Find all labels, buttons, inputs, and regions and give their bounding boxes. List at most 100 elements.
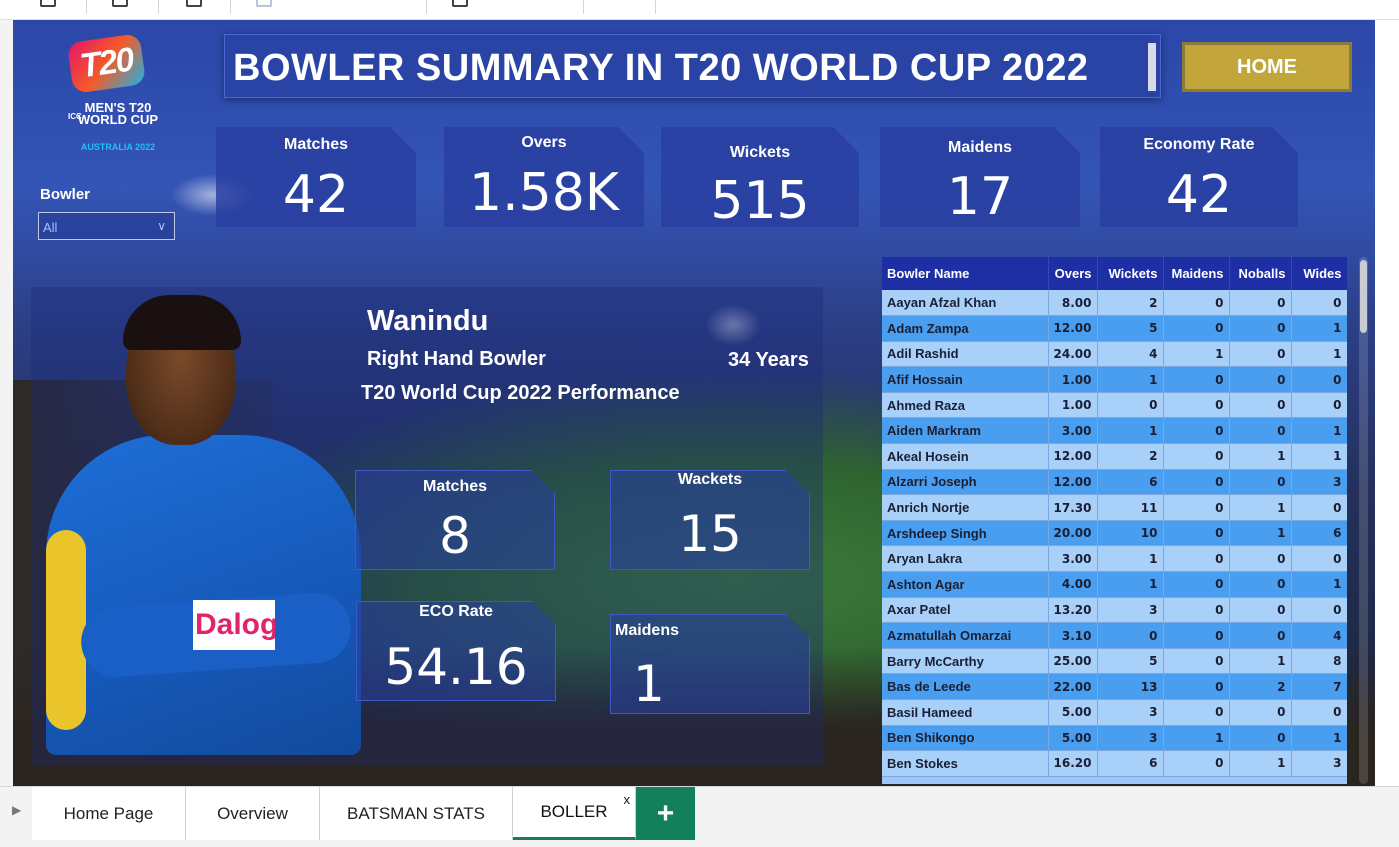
table-cell: Adil Rashid: [882, 341, 1049, 368]
report-canvas: T20 ICC MEN'S T20 WORLD CUP AUSTRALIA 20…: [13, 20, 1375, 786]
home-button[interactable]: HOME: [1182, 42, 1352, 92]
scrollbar-thumb[interactable]: [1360, 260, 1367, 333]
column-header[interactable]: Wickets: [1097, 257, 1164, 290]
table-row[interactable]: Adil Rashid 24.00 4 1 0 1: [882, 341, 1347, 368]
column-header[interactable]: Overs: [1048, 257, 1098, 290]
bowler-stats-table: Bowler Name Overs Wickets Maidens Noballs Wid…: [882, 257, 1347, 784]
player-card-label: Matches: [422, 478, 488, 495]
table-cell: Axar Patel: [882, 597, 1049, 624]
table-scrollbar[interactable]: [1359, 257, 1368, 784]
table-row[interactable]: Afif Hossain 1.00 1 0 0 0: [882, 366, 1347, 393]
table-cell: 1: [1229, 494, 1292, 521]
table-cell: 0: [1163, 392, 1230, 419]
column-header[interactable]: Bowler Name: [882, 257, 1049, 290]
bowler-filter-dropdown[interactable]: All ∨: [38, 212, 175, 240]
logo-line1: MEN'S T20: [84, 100, 152, 115]
sponsor-logo: Dalog: [193, 600, 275, 650]
table-cell: 1: [1229, 520, 1292, 547]
table-row[interactable]: Bas de Leede 22.00 13 0 2 7: [882, 673, 1347, 700]
tab-batsman-stats[interactable]: BATSMAN STATS: [320, 787, 513, 840]
table-cell: Ashton Agar: [882, 571, 1049, 598]
table-row[interactable]: Ashton Agar 4.00 1 0 0 1: [882, 571, 1347, 598]
table-cell: 1: [1163, 341, 1230, 368]
table-cell: 6: [1291, 520, 1347, 547]
table-cell: Barry McCarthy: [882, 648, 1049, 675]
table-icon[interactable]: [112, 0, 128, 7]
table-cell: 8.00: [1048, 290, 1098, 317]
table-cell: 12.00: [1048, 315, 1098, 342]
player-performance-title: T20 World Cup 2022 Performance: [361, 382, 680, 404]
table-row[interactable]: Axar Patel 13.20 3 0 0 0: [882, 597, 1347, 624]
kpi-label: Maidens: [947, 139, 1012, 156]
tab-overview[interactable]: Overview: [186, 787, 320, 840]
table-cell: 0: [1229, 571, 1292, 598]
table-cell: 1: [1229, 443, 1292, 470]
table-row[interactable]: Akeal Hosein 12.00 2 0 1 1: [882, 443, 1347, 470]
table-row[interactable]: Azmatullah Omarzai 3.10 0 0 0 4: [882, 622, 1347, 649]
table-row[interactable]: Aayan Afzal Khan 8.00 2 0 0 0: [882, 290, 1347, 317]
table-cell: 24.00: [1048, 341, 1098, 368]
tab-boller[interactable]: BOLLER x: [513, 787, 636, 840]
kpi-value: 42: [1165, 165, 1233, 225]
table-cell: 2: [1097, 290, 1164, 317]
table-cell: 4.00: [1048, 571, 1098, 598]
table-cell: 13.20: [1048, 597, 1098, 624]
kpi-value: 515: [710, 171, 810, 231]
table-row[interactable]: Alzarri Joseph 12.00 6 0 0 3: [882, 469, 1347, 496]
table-cell: Basil Hameed: [882, 699, 1049, 726]
kpi-card-economy-rate: Economy Rate 42: [1100, 127, 1298, 227]
refresh-icon[interactable]: [40, 0, 56, 7]
table-cell: 1: [1291, 341, 1347, 368]
layout-icon[interactable]: [452, 0, 468, 7]
table-row[interactable]: Basil Hameed 5.00 3 0 0 0: [882, 699, 1347, 726]
table-cell: 1: [1229, 648, 1292, 675]
tab-home-page[interactable]: Home Page: [32, 787, 186, 840]
toolbar-divider: [230, 0, 231, 14]
table-cell: 1: [1291, 417, 1347, 445]
add-tab-button[interactable]: +: [636, 787, 695, 840]
toolbar-divider: [583, 0, 584, 14]
table-row[interactable]: Arshdeep Singh 20.00 10 0 1 6: [882, 520, 1347, 547]
player-card-value: 1: [633, 655, 665, 713]
table-row[interactable]: Barry McCarthy 25.00 5 0 1 8: [882, 648, 1347, 675]
column-header[interactable]: Maidens: [1163, 257, 1230, 290]
table-cell: Aayan Afzal Khan: [882, 290, 1049, 317]
close-icon[interactable]: x: [623, 792, 631, 807]
page-icon[interactable]: [256, 0, 272, 7]
table-cell: 16.20: [1048, 750, 1098, 777]
tab-label: BOLLER: [540, 802, 608, 821]
player-name: Wanindu: [367, 305, 489, 337]
kpi-card-overs: Overs 1.58K: [444, 127, 644, 227]
table-cell: 3: [1291, 750, 1347, 777]
table-cell: 0: [1163, 648, 1230, 675]
table-cell: 1: [1291, 571, 1347, 598]
table-cell: 17.30: [1048, 494, 1098, 521]
logo-icc: ICC: [68, 112, 82, 121]
table-cell: 13: [1097, 673, 1164, 700]
table-row[interactable]: Ahmed Raza 1.00 0 0 0 0: [882, 392, 1347, 419]
column-header[interactable]: Noballs: [1229, 257, 1292, 290]
table-row[interactable]: Ben Shikongo 5.00 3 1 0 1: [882, 725, 1347, 752]
t20-world-cup-logo: T20 ICC MEN'S T20 WORLD CUP AUSTRALIA 20…: [58, 32, 173, 162]
table-row[interactable]: Aiden Markram 3.00 1 0 0 1: [882, 417, 1347, 445]
player-card-label: ECO Rate: [419, 603, 493, 620]
table-cell: 0: [1163, 571, 1230, 598]
triangle-right-icon[interactable]: ▶: [12, 803, 22, 817]
bowler-filter-value: All: [43, 220, 58, 235]
table-row[interactable]: Aryan Lakra 3.00 1 0 0 0: [882, 545, 1347, 573]
table-cell: 0: [1229, 725, 1292, 752]
table-cell: 1: [1097, 571, 1164, 598]
player-style: Right Hand Bowler: [367, 348, 546, 370]
player-card-maidens: Maidens 1: [610, 614, 810, 714]
column-header[interactable]: Wides: [1291, 257, 1347, 290]
table-cell: 0: [1163, 597, 1230, 624]
table-cell: 0: [1229, 469, 1292, 496]
table-row[interactable]: Anrich Nortje 17.30 11 0 1 0: [882, 494, 1347, 521]
window-icon[interactable]: [186, 0, 202, 7]
table-cell: 3.00: [1048, 417, 1098, 445]
table-cell: Anrich Nortje: [882, 494, 1049, 521]
table-row[interactable]: Ben Stokes 16.20 6 0 1 3: [882, 750, 1347, 777]
table-row[interactable]: Adam Zampa 12.00 5 0 0 1: [882, 315, 1347, 342]
table-cell: 0: [1291, 597, 1347, 624]
bowler-filter-label: Bowler: [40, 186, 91, 203]
